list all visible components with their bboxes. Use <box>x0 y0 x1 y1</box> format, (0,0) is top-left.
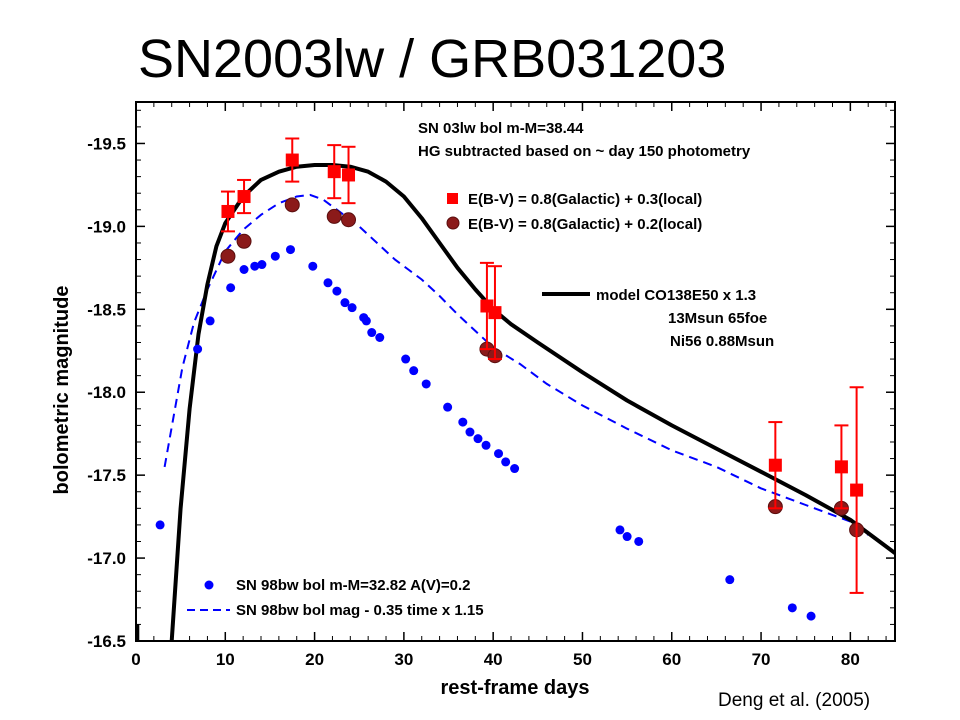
y-tick-label: -17.0 <box>87 549 126 568</box>
local03-data-point <box>834 460 848 474</box>
legend-blue-dot <box>204 580 214 590</box>
y-tick-label: -19.0 <box>87 217 126 236</box>
sn98bw-data-point <box>250 261 260 271</box>
local02-data-point <box>220 248 236 264</box>
model-curve <box>169 163 895 641</box>
sn98bw-data-point <box>494 449 504 459</box>
legend-label-98bw-curve: SN 98bw bol mag - 0.35 time x 1.15 <box>236 602 484 619</box>
sn98bw-data-point <box>615 525 625 535</box>
x-tick-label: 10 <box>216 650 235 669</box>
sn98bw-data-point <box>501 457 511 467</box>
local03-data-point <box>850 483 864 497</box>
y-tick-label: -18.5 <box>87 300 126 319</box>
sn98bw-data-point <box>308 261 318 271</box>
local03-data-point <box>327 165 341 179</box>
y-tick-label: -19.5 <box>87 134 126 153</box>
legend-label-red: E(B-V) = 0.8(Galactic) + 0.3(local) <box>468 191 702 208</box>
sn98bw-data-point <box>340 298 350 308</box>
sn98bw-data-point <box>193 344 203 354</box>
sn98bw-data-point <box>409 366 419 376</box>
local03-data-point <box>768 458 782 472</box>
legend-top: E(B-V) = 0.8(Galactic) + 0.3(local) E(B-… <box>446 191 702 233</box>
sn98bw-scaled-curve <box>163 193 869 536</box>
sn98bw-data-point <box>205 316 215 326</box>
y-tick-label: -16.5 <box>87 632 126 651</box>
local02-data-point <box>341 212 357 228</box>
sn98bw-data-point <box>375 333 385 343</box>
legend-label-98bw-points: SN 98bw bol m-M=32.82 A(V)=0.2 <box>236 577 471 594</box>
sn98bw-data-point <box>634 536 644 546</box>
x-tick-label: 0 <box>131 650 140 669</box>
local03-data-point <box>342 168 356 182</box>
legend-label-model-mass: 13Msun 65foe <box>668 310 767 327</box>
sn98bw-data-point <box>367 328 377 338</box>
sn98bw-data-point <box>622 532 632 542</box>
y-tick-label: -18.0 <box>87 383 126 402</box>
legend-label-dark: E(B-V) = 0.8(Galactic) + 0.2(local) <box>468 216 702 233</box>
sn98bw-data-point <box>465 427 475 437</box>
sn98bw-data-point <box>481 440 491 450</box>
sn98bw-data-point <box>725 575 735 585</box>
sn98bw-data-point <box>155 520 165 530</box>
sn98bw-data-point <box>226 283 236 293</box>
local03-data-point <box>221 204 235 218</box>
legend-label-model: model CO138E50 x 1.3 <box>596 287 756 304</box>
credit-citation: Deng et al. (2005) <box>718 690 871 711</box>
legend-model: model CO138E50 x 1.3 13Msun 65foe Ni56 0… <box>542 287 774 350</box>
sn98bw-data-point <box>510 464 520 474</box>
annotation-distance: SN 03lw bol m-M=38.44 <box>418 120 584 137</box>
y-tick-label: -17.5 <box>87 466 126 485</box>
sn98bw-data-point <box>401 354 411 364</box>
legend-circle-marker <box>446 216 460 230</box>
local02-data-point <box>326 208 342 224</box>
local02-data-point <box>236 233 252 249</box>
sn98bw-data-point <box>806 611 816 621</box>
sn98bw-data-point <box>361 316 371 326</box>
x-axis-title: rest-frame days <box>441 677 590 699</box>
y-axis-title: bolometric magnitude <box>51 286 73 495</box>
sn98bw-data-point <box>270 251 280 261</box>
local03-data-point <box>285 153 299 167</box>
plot-frame <box>135 101 896 642</box>
sn98bw-data-point <box>421 379 431 389</box>
x-tick-label: 80 <box>841 650 860 669</box>
sn98bw-data-point <box>473 434 483 444</box>
local03-data-point <box>488 306 502 320</box>
x-tick-label: 20 <box>305 650 324 669</box>
sn98bw-data-point <box>458 417 468 427</box>
legend-bottom: SN 98bw bol m-M=32.82 A(V)=0.2 SN 98bw b… <box>187 577 484 619</box>
local03-data-point <box>237 190 251 204</box>
x-tick-label: 60 <box>662 650 681 669</box>
sn98bw-data-point <box>332 286 342 296</box>
sn98bw-data-point <box>347 303 357 313</box>
sn98bw-data-point <box>787 603 797 613</box>
legend-label-model-ni: Ni56 0.88Msun <box>670 333 774 350</box>
local02-data-point <box>284 197 300 213</box>
sn98bw-data-point <box>323 278 333 288</box>
sn98bw-data-point <box>285 245 295 255</box>
x-tick-label: 50 <box>573 650 592 669</box>
x-tick-label: 40 <box>484 650 503 669</box>
x-tick-label: 70 <box>752 650 771 669</box>
legend-square-marker <box>447 193 458 204</box>
slide-title: SN2003lw / GRB031203 <box>138 29 727 89</box>
sn98bw-data-point <box>239 265 249 275</box>
annotation-host-subtraction: HG subtracted based on ~ day 150 photome… <box>418 143 751 160</box>
sn98bw-data-point <box>443 402 453 412</box>
x-tick-label: 30 <box>394 650 413 669</box>
sn98bw-data-point <box>257 260 267 270</box>
